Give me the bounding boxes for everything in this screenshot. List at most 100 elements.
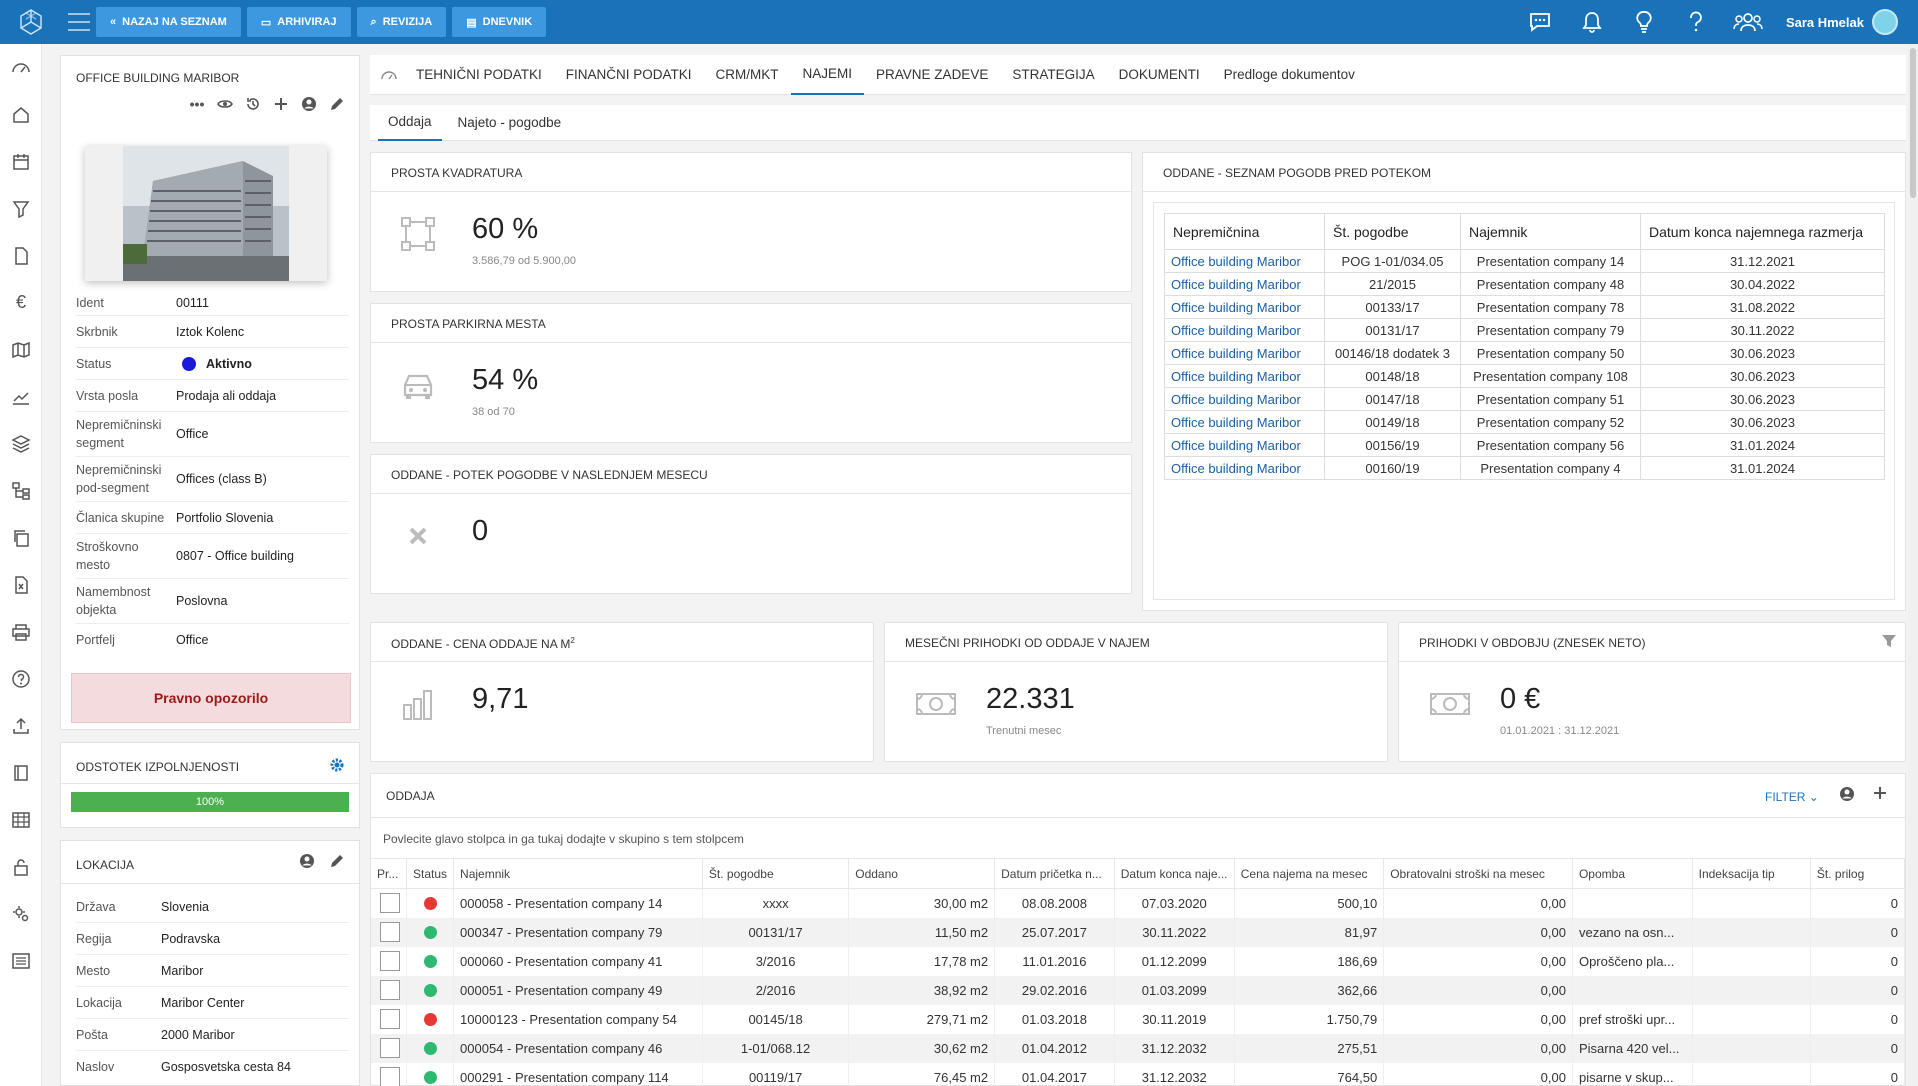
user-name[interactable]: Sara Hmelak — [1785, 14, 1864, 30]
tenant-link[interactable]: 000058 - Presentation company 14 — [453, 888, 703, 918]
map-icon[interactable] — [0, 326, 42, 373]
property-link[interactable]: Office building Maribor — [1164, 295, 1325, 319]
table-row[interactable]: Office building Maribor 00147/18 Presentat… — [1164, 387, 1885, 411]
edit-icon[interactable] — [329, 96, 345, 112]
user-circle-icon[interactable] — [301, 96, 317, 112]
home-icon[interactable] — [0, 91, 42, 138]
column-header[interactable]: Nepremičnina — [1164, 213, 1325, 250]
row-checkbox[interactable] — [380, 922, 400, 942]
hierarchy-icon[interactable] — [0, 467, 42, 514]
upload-icon[interactable] — [0, 702, 42, 749]
tab-templates[interactable]: Predloge dokumentov — [1223, 67, 1355, 82]
column-header[interactable]: Opomba — [1572, 858, 1693, 889]
app-logo-icon[interactable] — [18, 0, 52, 44]
layers-icon[interactable] — [0, 420, 42, 467]
gear-icon[interactable] — [329, 757, 345, 773]
group-panel-hint[interactable]: Povlecite glavo stolpca in ga tukaj doda… — [383, 832, 744, 846]
row-checkbox[interactable] — [380, 951, 400, 971]
tab-technical[interactable]: TEHNIČNI PODATKI — [416, 67, 542, 82]
table-row[interactable]: 000054 - Presentation company 46 1-01/068… — [371, 1033, 1906, 1063]
column-header[interactable]: Najemnik — [453, 858, 703, 889]
tab-documents[interactable]: DOKUMENTI — [1118, 67, 1200, 82]
column-header[interactable]: Obratovalni stroški na mesec — [1383, 858, 1573, 889]
table-row[interactable]: Office building Maribor 00148/18 Presentat… — [1164, 364, 1885, 388]
row-checkbox[interactable] — [380, 1009, 400, 1029]
property-link[interactable]: Office building Maribor — [1164, 410, 1325, 434]
bell-icon[interactable] — [1566, 0, 1618, 44]
table-row[interactable]: 10000123 - Presentation company 54 00145/… — [371, 1004, 1906, 1034]
property-link[interactable]: Office building Maribor — [1164, 364, 1325, 388]
property-link[interactable]: Office building Maribor — [1164, 456, 1325, 480]
column-header[interactable]: Št. pogodbe — [1324, 213, 1461, 250]
column-header[interactable]: Št. pogodbe — [702, 858, 850, 889]
tenant-link[interactable]: 10000123 - Presentation company 54 — [453, 1004, 703, 1034]
archive-button[interactable]: ▭ ARHIVIRAJ — [246, 7, 351, 37]
property-link[interactable]: Office building Maribor — [1164, 433, 1325, 457]
row-checkbox[interactable] — [380, 1038, 400, 1058]
property-link[interactable]: Office building Maribor — [1164, 318, 1325, 342]
filter-icon[interactable] — [0, 185, 42, 232]
user-circle-icon[interactable] — [299, 853, 315, 872]
menu-toggle-icon[interactable] — [68, 13, 90, 31]
document-icon[interactable] — [0, 232, 42, 279]
help-icon[interactable] — [1670, 0, 1722, 44]
table-row[interactable]: Office building Maribor 21/2015 Presentati… — [1164, 272, 1885, 296]
add-icon[interactable] — [273, 96, 289, 112]
log-button[interactable]: ▤ DNEVNIK — [452, 7, 547, 37]
row-checkbox[interactable] — [380, 1067, 400, 1086]
calendar-icon[interactable] — [0, 138, 42, 185]
property-link[interactable]: Office building Maribor — [1164, 341, 1325, 365]
column-header[interactable]: Št. prilog — [1810, 858, 1906, 889]
tab-financial[interactable]: FINANČNI PODATKI — [565, 67, 692, 82]
eye-icon[interactable] — [217, 96, 233, 112]
question-icon[interactable] — [0, 655, 42, 702]
column-header[interactable]: Cena najema na mesec — [1234, 858, 1385, 889]
property-link[interactable]: Office building Maribor — [1164, 249, 1325, 273]
filter-dropdown[interactable]: FILTER ⌄ — [1765, 790, 1819, 804]
chat-icon[interactable] — [1514, 0, 1566, 44]
column-header[interactable]: Najemnik — [1460, 213, 1641, 250]
filter-icon[interactable] — [1881, 633, 1897, 652]
column-header[interactable]: Status — [406, 858, 455, 889]
column-header[interactable]: Pr... — [371, 858, 407, 889]
tab-legal[interactable]: PRAVNE ZADEVE — [876, 67, 989, 82]
edit-icon[interactable] — [329, 853, 345, 872]
table-row[interactable]: 000058 - Presentation company 14 xxxx 30,0… — [371, 888, 1906, 918]
row-checkbox[interactable] — [380, 980, 400, 1000]
table-row[interactable]: Office building Maribor 00146/18 dodatek … — [1164, 341, 1885, 365]
table-row[interactable]: Office building Maribor 00149/18 Presentat… — [1164, 410, 1885, 434]
property-link[interactable]: Office building Maribor — [1164, 272, 1325, 296]
subtab-leasing-out[interactable]: Oddaja — [378, 105, 442, 141]
column-header[interactable]: Oddano — [848, 858, 996, 889]
property-link[interactable]: Office building Maribor — [1164, 387, 1325, 411]
table-row[interactable]: Office building Maribor 00133/17 Presentat… — [1164, 295, 1885, 319]
tenant-link[interactable]: 000051 - Presentation company 49 — [453, 975, 703, 1005]
tenant-link[interactable]: 000060 - Presentation company 41 — [453, 946, 703, 976]
printer-icon[interactable] — [0, 608, 42, 655]
table-row[interactable]: Office building Maribor 00156/19 Presentat… — [1164, 433, 1885, 457]
list-icon[interactable] — [0, 937, 42, 984]
more-icon[interactable]: ••• — [189, 96, 205, 112]
table-row[interactable]: Office building Maribor 00160/19 Presentat… — [1164, 456, 1885, 480]
euro-icon[interactable]: € — [15, 292, 26, 312]
table-row[interactable]: 000347 - Presentation company 79 00131/17… — [371, 917, 1906, 947]
column-header[interactable]: Indeksacija tip — [1692, 858, 1811, 889]
tab-crm[interactable]: CRM/MKT — [715, 67, 779, 82]
pages-icon[interactable] — [0, 749, 42, 796]
column-header[interactable]: Datum pričetka n... — [994, 858, 1115, 889]
user-circle-icon[interactable] — [1839, 786, 1855, 805]
add-icon[interactable] — [1873, 786, 1887, 803]
copy-icon[interactable] — [0, 514, 42, 561]
avatar[interactable] — [1872, 9, 1898, 35]
table-icon[interactable] — [0, 796, 42, 843]
excel-icon[interactable] — [0, 561, 42, 608]
users-icon[interactable] — [1722, 0, 1774, 44]
table-row[interactable]: 000051 - Presentation company 49 2/2016 38… — [371, 975, 1906, 1005]
table-row[interactable]: 000060 - Presentation company 41 3/2016 17… — [371, 946, 1906, 976]
row-checkbox[interactable] — [380, 893, 400, 914]
page-scrollbar[interactable] — [1908, 44, 1918, 1086]
history-icon[interactable] — [245, 96, 261, 112]
tenant-link[interactable]: 000347 - Presentation company 79 — [453, 917, 703, 947]
lightbulb-icon[interactable] — [1618, 0, 1670, 44]
lock-icon[interactable] — [0, 843, 42, 890]
